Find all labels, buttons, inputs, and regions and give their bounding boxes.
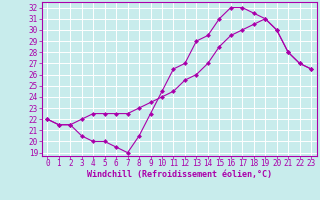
X-axis label: Windchill (Refroidissement éolien,°C): Windchill (Refroidissement éolien,°C) xyxy=(87,170,272,179)
